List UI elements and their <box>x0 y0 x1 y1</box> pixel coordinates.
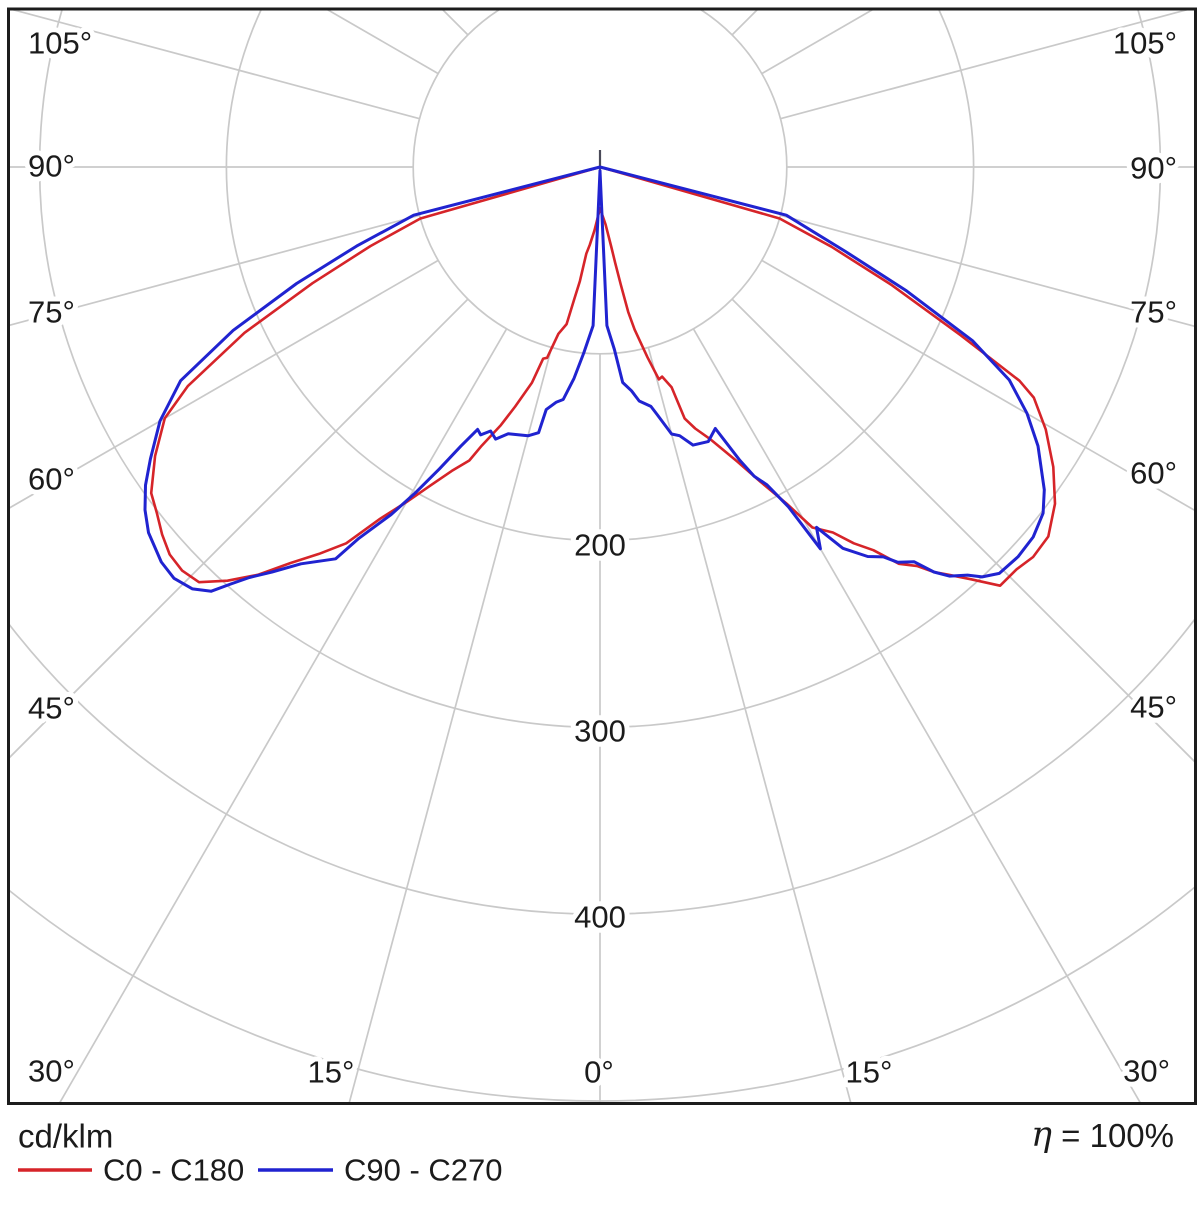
angle-label: 15° <box>308 1055 355 1090</box>
legend: C0 - C180 C90 - C270 <box>18 1153 503 1188</box>
angle-label: 75° <box>1130 295 1177 330</box>
angle-label: 0° <box>584 1055 614 1090</box>
efficiency-label: η = 100% <box>1031 1115 1174 1155</box>
grid-ray <box>731 298 1194 763</box>
grid-ray <box>10 298 469 759</box>
angle-label: 90° <box>28 149 75 184</box>
grid-ray <box>761 259 1194 511</box>
axis-labels: 105° 90° 75° 60° 45° 30° 15° 0° 15° 30° 45° 60° 75° 9… <box>23 21 1182 1095</box>
radial-label: 300 <box>574 714 626 749</box>
angle-label: 105° <box>28 26 92 61</box>
angle-label: 30° <box>1123 1054 1170 1089</box>
radial-label: 200 <box>574 528 626 563</box>
angle-label: 60° <box>1130 456 1177 491</box>
grid-ray <box>58 328 508 1103</box>
intensity-curves <box>143 165 1057 593</box>
grid-ray <box>10 259 439 509</box>
angle-label: 45° <box>28 691 75 726</box>
angle-label: 30° <box>28 1054 75 1089</box>
grid-ray <box>780 10 1188 120</box>
grid-ray <box>12 10 420 120</box>
angle-label: 60° <box>28 462 75 497</box>
plot-frame <box>7 7 1197 1105</box>
grid-ray <box>780 214 1194 328</box>
grid-ray <box>647 347 852 1103</box>
units-label: cd/klm <box>18 1118 113 1155</box>
angle-label: 90° <box>1130 151 1177 186</box>
grid-ray <box>10 214 420 326</box>
radial-label: 400 <box>574 900 626 935</box>
angle-label: 45° <box>1130 690 1177 725</box>
angle-label: 75° <box>28 295 75 330</box>
curve-c90-c270 <box>143 165 1046 593</box>
legend-label-c0: C0 - C180 <box>103 1153 244 1188</box>
grid-ray <box>348 347 553 1103</box>
angle-label: 105° <box>1113 26 1177 61</box>
legend-label-c90: C90 - C270 <box>344 1153 503 1188</box>
angle-label: 15° <box>846 1055 893 1090</box>
chart-footer: cd/klm η = 100% C0 - C180 C90 - C270 <box>18 1115 1174 1188</box>
